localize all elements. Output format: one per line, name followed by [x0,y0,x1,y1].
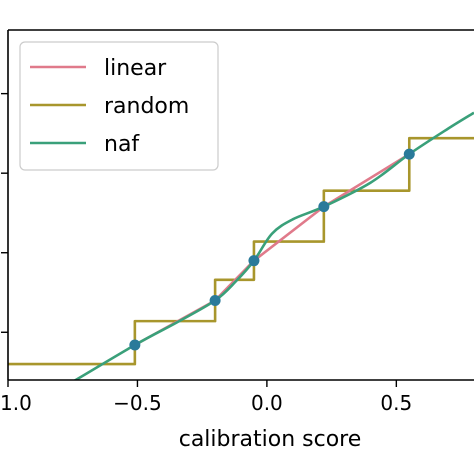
knot-point [209,294,221,306]
legend-label-linear: linear [104,56,167,81]
x-tick-label: 1.0 [0,391,32,415]
knot-point [248,255,260,267]
knot-point [403,148,415,160]
x-tick-label: −0.5 [113,391,162,415]
series-line-random [8,136,474,366]
x-axis-label: calibration score [179,427,362,452]
tick-marks: 1.0 −0.5 0.0 0.5 [0,92,412,415]
legend-label-naf: naf [104,132,140,157]
knot-point [318,201,330,213]
knot-point [129,339,141,351]
legend-box [19,41,219,171]
x-tick-label: 0.5 [380,391,412,415]
plot-area [8,111,474,380]
legend-label-random: random [104,94,189,119]
legend: linear random naf [19,41,219,171]
knot-layer [129,148,415,351]
x-tick-label: 0.0 [251,391,283,415]
